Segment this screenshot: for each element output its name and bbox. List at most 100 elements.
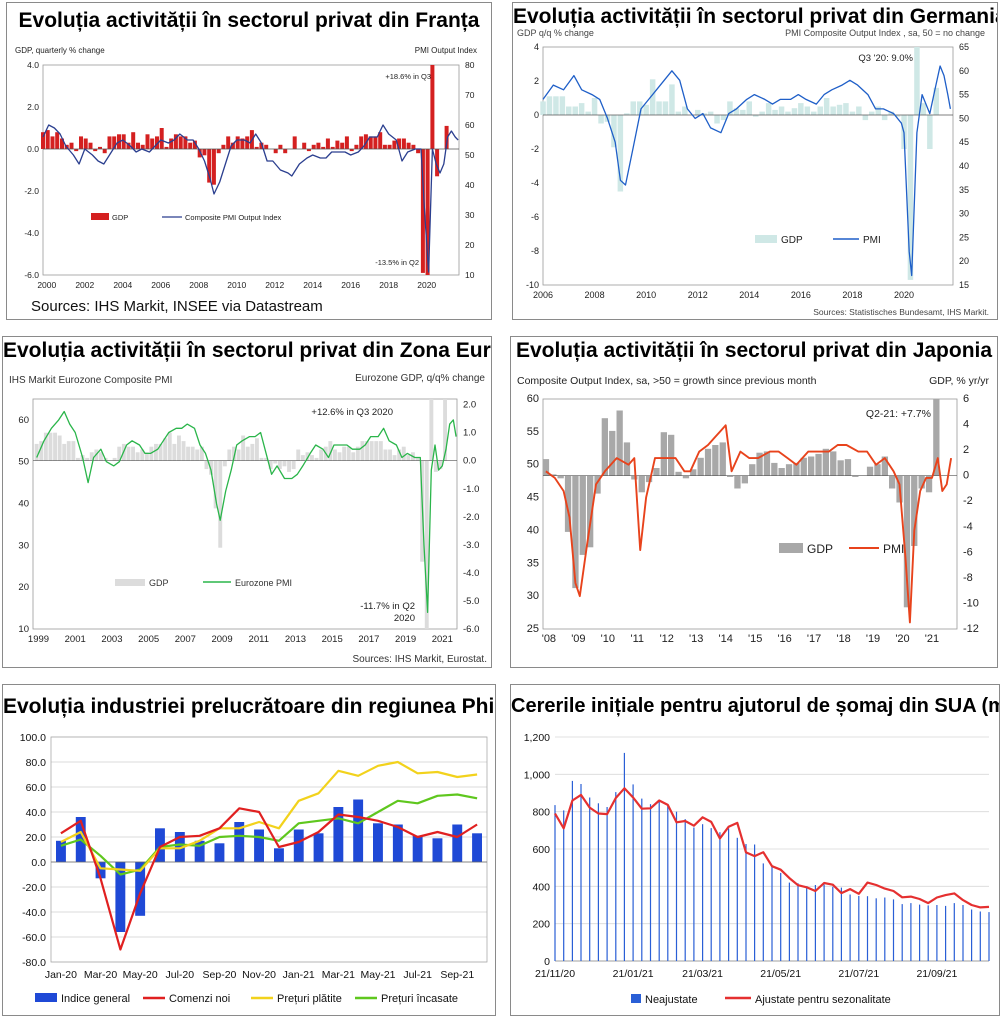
- gdp-bar: [53, 432, 57, 461]
- gdp-bar: [649, 79, 656, 115]
- gdp-bar: [630, 101, 636, 115]
- x-tick-label: 2014: [303, 280, 322, 290]
- x-tick-label: '17: [807, 633, 821, 645]
- y-left-tick-label: 40: [527, 524, 539, 536]
- gdp-bar: [351, 452, 356, 461]
- bar-indice-general: [214, 843, 225, 863]
- y-left-tick-label: 50: [527, 459, 539, 471]
- gdp-bar: [585, 111, 591, 115]
- gdp-bar: [365, 441, 369, 461]
- gdp-bar: [378, 132, 383, 149]
- y-left-tick-label: 2: [534, 76, 539, 86]
- x-tick-label: 2006: [151, 280, 170, 290]
- x-tick-label: '09: [571, 633, 585, 645]
- x-tick-label: 2015: [322, 634, 343, 645]
- bar-neajustate: [945, 905, 947, 961]
- gdp-bar: [609, 430, 616, 476]
- bar-neajustate: [693, 827, 695, 961]
- chart-panel-philadelphia: Evoluția industriei prelucrătoare din re…: [2, 684, 496, 1016]
- gdp-bar: [316, 142, 321, 149]
- gdp-bar: [232, 446, 236, 461]
- gdp-bar: [631, 475, 638, 480]
- gdp-bar: [785, 111, 791, 115]
- y-left-tick-label: 2.0: [27, 102, 39, 112]
- gdp-bar: [240, 138, 245, 149]
- y-right-tick-label: -2: [963, 495, 973, 507]
- gdp-bar: [844, 459, 852, 476]
- y-right-tick-label: 35: [959, 185, 969, 195]
- gdp-bar: [382, 144, 387, 149]
- bar-indice-general: [373, 823, 383, 863]
- gdp-bar: [310, 455, 314, 461]
- y-left-tick-label: 30: [18, 540, 29, 551]
- gdp-bar: [236, 449, 241, 461]
- bar-indice-general: [452, 824, 463, 862]
- gdp-bar: [264, 457, 269, 461]
- gdp-bar: [368, 136, 373, 149]
- bar-neajustate: [910, 903, 912, 961]
- gdp-bar: [71, 441, 76, 461]
- x-tick-label: 2016: [791, 290, 811, 300]
- x-tick-label: 2021: [432, 634, 453, 645]
- y-left-tick-label: 4: [534, 42, 539, 52]
- gdp-bar: [719, 442, 726, 476]
- gdp-bar: [746, 101, 752, 115]
- y-right-tick-label: -4.0: [463, 568, 479, 579]
- gdp-bar: [43, 432, 48, 461]
- gdp-bar: [765, 103, 772, 115]
- gdp-bar: [720, 115, 727, 121]
- y-left-tick-label: 30: [527, 590, 539, 602]
- gdp-bar: [363, 134, 368, 149]
- x-tick-label: 2003: [101, 634, 122, 645]
- gdp-bar: [601, 418, 608, 476]
- gdp-bar: [98, 146, 102, 149]
- bar-neajustate: [780, 872, 782, 961]
- x-tick-label: 2019: [395, 634, 416, 645]
- gdp-bar: [112, 457, 117, 461]
- gdp-bar: [337, 452, 342, 461]
- gdp-bar: [727, 101, 733, 115]
- x-tick-label: 21/05/21: [760, 968, 801, 980]
- gdp-bar: [85, 457, 90, 461]
- gdp-bar: [798, 103, 804, 115]
- bar-neajustate: [849, 894, 851, 961]
- gdp-bar: [255, 438, 259, 461]
- gdp-bar: [433, 460, 438, 472]
- x-tick-label: 2011: [249, 634, 269, 645]
- x-tick-label: Sep-20: [203, 969, 237, 981]
- gdp-bar: [188, 142, 193, 149]
- gdp-bar: [749, 464, 756, 476]
- annotation: -11.7% in Q2: [360, 601, 415, 612]
- y-right-tick-label: -12: [963, 623, 979, 635]
- bar-indice-general: [56, 840, 66, 863]
- bar-neajustate: [875, 898, 877, 961]
- x-tick-label: 2013: [285, 634, 306, 645]
- gdp-bar: [416, 149, 421, 154]
- gdp-bar: [566, 106, 572, 115]
- annotation: +12.6% in Q3 2020: [311, 407, 393, 418]
- bar-neajustate: [736, 837, 738, 961]
- gdp-bar: [112, 136, 117, 149]
- gdp-bar: [623, 442, 631, 476]
- y-right-tick-label: 10: [465, 270, 475, 280]
- bar-indice-general: [353, 799, 364, 862]
- gdp-bar: [131, 132, 136, 149]
- gdp-bar: [319, 449, 324, 461]
- annotation: +18.6% in Q3: [385, 72, 431, 81]
- x-tick-label: 2016: [341, 280, 360, 290]
- gdp-bar: [564, 475, 572, 532]
- legend-label: Composite PMI Output Index: [185, 213, 282, 222]
- gdp-bar: [192, 140, 197, 149]
- gdp-bar: [302, 142, 307, 149]
- gdp-bar: [406, 455, 411, 461]
- legend-label: Eurozone PMI: [235, 578, 292, 588]
- gdp-bar: [888, 111, 894, 115]
- bar-neajustate: [806, 886, 808, 961]
- gdp-bar: [202, 149, 207, 156]
- chart-panel-eurozone: Evoluția activității în sectorul privat …: [2, 336, 492, 668]
- y-right-tick-label: 0.0: [463, 456, 476, 467]
- gdp-bar: [701, 113, 707, 115]
- gdp-bar: [241, 435, 246, 461]
- y-right-tick-label: 40: [465, 180, 475, 190]
- gdp-bar: [881, 456, 888, 476]
